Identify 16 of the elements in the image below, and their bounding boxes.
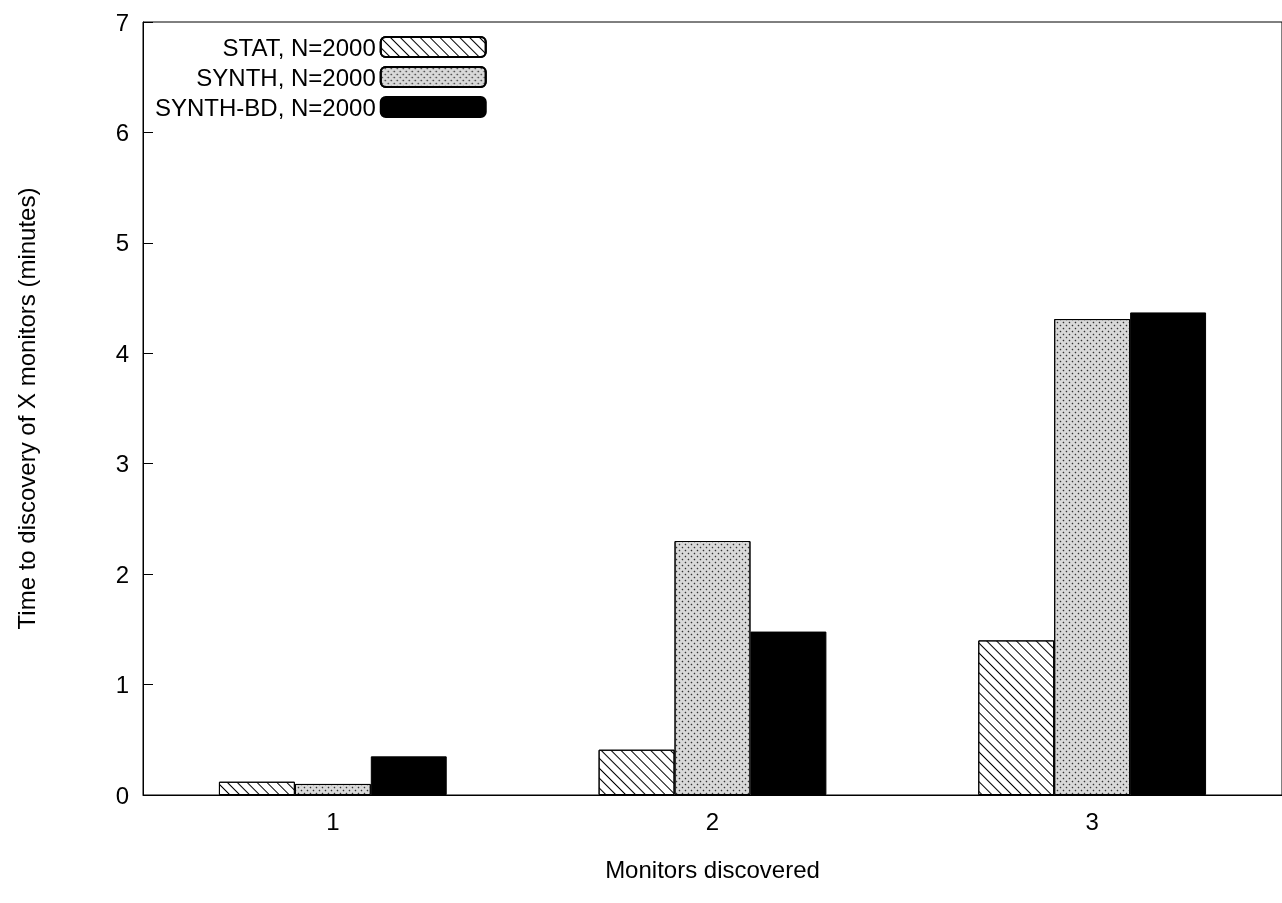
legend-label: STAT, N=2000: [222, 33, 376, 61]
x-axis-title: Monitors discovered: [605, 855, 820, 883]
legend-label: SYNTH-BD, N=2000: [155, 93, 376, 121]
legend-label: SYNTH, N=2000: [196, 63, 376, 91]
x-tick-label: 2: [705, 807, 720, 835]
y-tick-label: 4: [115, 339, 129, 367]
y-tick-label: 3: [115, 450, 129, 478]
y-tick-label: 1: [115, 671, 129, 699]
y-tick-label: 0: [115, 781, 129, 809]
x-tick-label: 1: [326, 807, 340, 835]
y-tick-label: 6: [115, 118, 129, 146]
y-tick-label: 2: [115, 560, 129, 588]
y-tick-label: 7: [115, 8, 129, 36]
y-axis-title: Time to discovery of X monitors (minutes): [12, 187, 40, 630]
x-tick-label: 3: [1085, 807, 1099, 835]
y-tick-label: 5: [115, 229, 129, 257]
